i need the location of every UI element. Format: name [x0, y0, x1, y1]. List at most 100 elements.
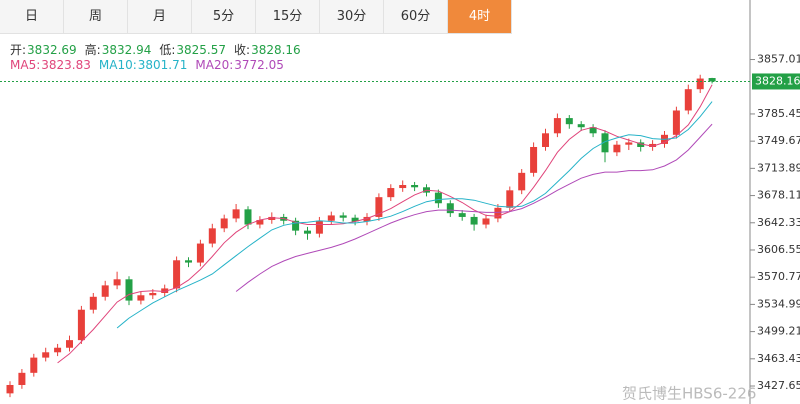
info-value: 3832.94: [101, 43, 152, 57]
candle-body: [637, 142, 645, 147]
candle-body: [363, 216, 371, 222]
candle-body: [149, 292, 157, 296]
y-tick-label: 3749.67: [757, 134, 800, 147]
candle-body: [339, 215, 347, 218]
info-value: 3825.57: [176, 43, 227, 57]
last-price-tag: 3828.16: [755, 74, 800, 87]
candle-body: [244, 209, 252, 225]
candle-body: [530, 146, 538, 173]
candle-body: [625, 142, 633, 145]
y-tick-label: 3570.77: [757, 270, 800, 283]
ma-line: [57, 84, 713, 364]
tab-bar: 日周月 5分 15分 30分 60分 4时: [0, 0, 512, 34]
candle-body: [601, 133, 609, 153]
info-label: 开:: [10, 43, 27, 57]
candle-body: [113, 279, 121, 286]
ma-info: MA5:3823.83 MA10:3801.71 MA20:3772.05: [10, 58, 292, 72]
info-value: 3828.16: [251, 43, 301, 57]
tab[interactable]: 60分: [384, 0, 448, 34]
info-value: 3832.69: [27, 43, 77, 57]
candle-body: [42, 352, 50, 358]
ma-value: 3823.83: [41, 58, 91, 72]
y-tick-label: 3678.11: [757, 189, 800, 202]
candle-body: [518, 172, 526, 191]
tab[interactable]: 4时: [448, 0, 512, 34]
candle-body: [54, 347, 62, 353]
candle-body: [542, 133, 549, 147]
ma-label: MA10:: [98, 58, 137, 72]
candle-body: [18, 372, 26, 385]
candle-body: [89, 296, 97, 310]
y-tick-label: 3427.65: [757, 379, 800, 392]
candle-body: [672, 110, 680, 135]
ohlc-info: 开:3832.69 高:3832.94 低:3825.57 收:3828.16: [10, 41, 309, 58]
candle-body: [185, 260, 192, 263]
y-tick-label: 3785.45: [757, 107, 800, 120]
candle-body: [101, 285, 109, 297]
candle-body: [565, 118, 573, 125]
candle-body: [387, 188, 395, 198]
tab[interactable]: 30分: [320, 0, 384, 34]
ma-label: MA5:: [10, 58, 41, 72]
candle-body: [375, 197, 383, 217]
candle-body: [684, 89, 692, 111]
y-tick-label: 3857.01: [757, 53, 800, 66]
ma-label: MA20:: [195, 58, 234, 72]
y-tick-label: 3642.33: [757, 216, 800, 229]
candle-body: [6, 384, 14, 394]
candle-body: [125, 279, 133, 301]
last-price-tag-bg: [752, 73, 800, 90]
candle-body: [232, 209, 240, 219]
y-tick-label: 3499.21: [757, 325, 800, 338]
info-label: 高:: [84, 43, 101, 57]
y-tick-label: 3534.99: [757, 297, 800, 310]
candle-body: [553, 118, 561, 134]
candle-body: [482, 218, 490, 225]
candle-body: [708, 78, 716, 82]
candle-body: [470, 216, 478, 225]
tab[interactable]: 月: [128, 0, 192, 34]
candle-body: [30, 357, 38, 373]
candle-body: [589, 127, 597, 134]
candle-body: [327, 215, 335, 221]
y-tick-label: 3713.89: [757, 161, 800, 174]
candle-body: [268, 216, 276, 220]
candle-body: [161, 288, 169, 293]
candle-body: [66, 340, 73, 348]
candle-body: [649, 143, 657, 147]
y-tick-label: 3606.55: [757, 243, 800, 256]
candle-body: [77, 309, 85, 341]
ma-value: 3772.05: [234, 58, 284, 72]
ma-value: 3801.71: [137, 58, 188, 72]
candle-body: [256, 219, 264, 225]
candle-body: [315, 220, 323, 234]
candle-body: [351, 217, 359, 222]
info-label: 低:: [159, 43, 176, 57]
candle-body: [196, 243, 204, 263]
candle-body: [399, 185, 407, 189]
candle-body: [696, 78, 704, 90]
candle-body: [506, 190, 514, 208]
candle-body: [458, 213, 466, 217]
candle-body: [434, 192, 442, 204]
candle-body: [173, 260, 181, 289]
y-tick-label: 3463.43: [757, 352, 800, 365]
candle-body: [304, 230, 311, 234]
info-label: 收:: [234, 43, 251, 57]
candle-body: [208, 228, 216, 244]
tab[interactable]: 5分: [192, 0, 256, 34]
candle-body: [292, 220, 300, 231]
candle-body: [446, 203, 454, 214]
candle-body: [137, 295, 145, 301]
watermark: 贺氏博生HBS6-226: [622, 385, 756, 403]
candle-body: [220, 218, 228, 229]
ma-line: [235, 123, 713, 292]
candle-body: [411, 185, 419, 188]
candle-body: [494, 207, 502, 219]
tab[interactable]: 15分: [256, 0, 320, 34]
candle-body: [613, 144, 621, 153]
tab[interactable]: 日: [0, 0, 64, 34]
tab[interactable]: 周: [64, 0, 128, 34]
